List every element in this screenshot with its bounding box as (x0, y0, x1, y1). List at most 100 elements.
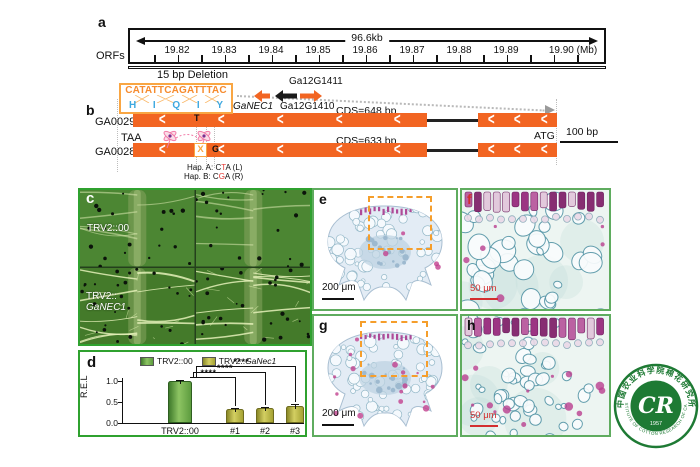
chart-legend: TRV2::00 TRV2::GaNec1 (140, 356, 276, 366)
ruler-tick-label: 19.83 (211, 45, 237, 56)
legend-swatch-green (140, 356, 154, 366)
intron-row2 (427, 149, 478, 152)
chevron-icon: < (159, 140, 166, 159)
codon-mapping-lines (134, 95, 220, 103)
y-tick-mark (118, 402, 122, 404)
legend-swatch-olive (201, 356, 216, 366)
scale-label-f: 50 μm (470, 283, 497, 294)
chevron-icon: < (394, 110, 401, 129)
sig-leg-left (196, 365, 198, 378)
panel-a-letter: a (98, 14, 106, 30)
sig-stars: **** (200, 368, 217, 378)
ruler-tick (577, 55, 579, 62)
chevron-icon: < (217, 110, 225, 129)
amino-acid-letter: I (152, 100, 156, 111)
institute-logo: 中国农业科学院棉花研究所 INSTITUTE OF COTTON RESEARC… (612, 358, 699, 449)
sig-leg-right (295, 365, 297, 403)
sig-leg-left (190, 377, 192, 378)
leaf-image-control-2 (195, 190, 310, 267)
span-size-label: 96.6kb (345, 32, 389, 44)
highlight-region-g (360, 321, 428, 377)
scale-label-h: 50 μm (470, 410, 497, 421)
panel-e-letter: e (319, 191, 327, 207)
micrograph-g (314, 316, 456, 435)
error-cap (291, 404, 299, 406)
ruler-tick (318, 55, 320, 62)
legend-item-control: TRV2::00 (140, 356, 193, 366)
sig-leg-right (265, 371, 267, 406)
chevron-icon: < (487, 140, 495, 159)
gene-label-ga12g1410: Ga12G1410 (280, 101, 335, 112)
scale-100bp-bar (560, 141, 618, 143)
genomic-ruler: 96.6kb 19.82 19.83 19.84 19.85 19.86 19.87 19.… (128, 28, 606, 64)
ruler-tick-label: 19.85 (305, 45, 331, 56)
ruler-tick (177, 55, 179, 62)
hap-b-snp: G (218, 172, 225, 181)
x-category-label: #3 (289, 426, 300, 436)
ga12g1411-arrow-icon (300, 90, 322, 102)
chevron-icon: < (335, 140, 343, 159)
haplotype-b-text: Hap. B: CGA (R) (184, 172, 244, 181)
panel-h-letter: h (467, 317, 476, 333)
ruler-tick-label: 19.87 (399, 45, 425, 56)
chevron-icon: < (276, 140, 284, 159)
panel-d-bar-chart: d TRV2::00 TRV2::GaNec1 R.E.L 0.0 0.5 1.0 T… (78, 350, 307, 437)
chevron-icon: < (514, 140, 521, 159)
sig-leg-left (193, 371, 195, 378)
y-tick-mark (118, 423, 122, 425)
ruler-tick-label: 19.90 (Mb) (548, 45, 598, 56)
marker-flowers-icon (163, 130, 211, 149)
chevron-icon: < (217, 140, 225, 159)
panel-d-letter: d (87, 354, 97, 371)
ruler-tick-label: 19.82 (164, 45, 190, 56)
haplotype-row1-name: GA0029 (95, 116, 136, 128)
error-bar (295, 404, 297, 409)
label-trv2-ganec1: TRV2:: GaNEC1 (86, 291, 127, 313)
legend-item-silenced: TRV2::GaNec1 (201, 356, 276, 366)
ruler-tick-label: 19.84 (258, 45, 284, 56)
ruler-tick-label: 19.89 (493, 45, 519, 56)
micrograph-f (462, 190, 609, 309)
x-category-label: #1 (229, 426, 240, 436)
gene-arrows (254, 90, 322, 102)
gene-label-ganec1: GaNEC1 (233, 101, 274, 112)
leaf-image-silenced-2 (195, 267, 310, 344)
span-arrow-left-icon (136, 37, 145, 45)
ruler-tick (412, 55, 414, 62)
leaf-image-silenced-1 (80, 267, 195, 344)
gene-label-ga12g1411: Ga12G1411 (289, 76, 343, 87)
chevron-icon: < (276, 110, 284, 129)
error-bar (180, 379, 182, 384)
sig-stars: **** (233, 356, 250, 367)
panel-h-closeup-silenced: h 50 μm (460, 314, 611, 437)
ruler-tick (154, 55, 156, 62)
logo-year: 1957 (650, 421, 662, 427)
zoom-connector-arrow-right-icon (545, 105, 555, 115)
deletion-label: 15 bp Deletion (157, 69, 228, 81)
leaf-image-control-1 (80, 190, 195, 267)
chevron-icon: < (487, 110, 495, 129)
ruler-tick (553, 55, 555, 62)
gene-bar-ga0029-exon2: < < < (478, 110, 557, 129)
leaf-image-grid (80, 190, 310, 344)
panel-c-leaf-images: c TRV2::00 TRV2:: GaNEC1 (78, 188, 312, 346)
gene-bar-ga0029-exon1: < < < < < (133, 110, 427, 129)
haplotype-row2-name: GA0028 (95, 146, 136, 158)
panel-f-letter: f (467, 191, 472, 207)
deletion-x-marker: X (194, 143, 207, 157)
scale-label-g: 200 μm (322, 408, 356, 419)
hap-a-snp: T (221, 163, 226, 172)
chevron-icon: < (540, 110, 548, 129)
ganec1-arrow-icon (254, 90, 270, 102)
amino-acid-letter: Q (172, 100, 181, 111)
scale-bar-g (322, 423, 354, 426)
gene-bar-ga0028-exon2: < < < (478, 140, 557, 159)
error-cap (231, 408, 239, 410)
error-cap (176, 379, 184, 381)
ga12g1410-arrow-icon (275, 90, 297, 102)
snp-allele-row1: T (194, 113, 200, 123)
orf-track (128, 66, 606, 69)
panel-e-cross-section-control: e 200 μm (312, 188, 458, 311)
